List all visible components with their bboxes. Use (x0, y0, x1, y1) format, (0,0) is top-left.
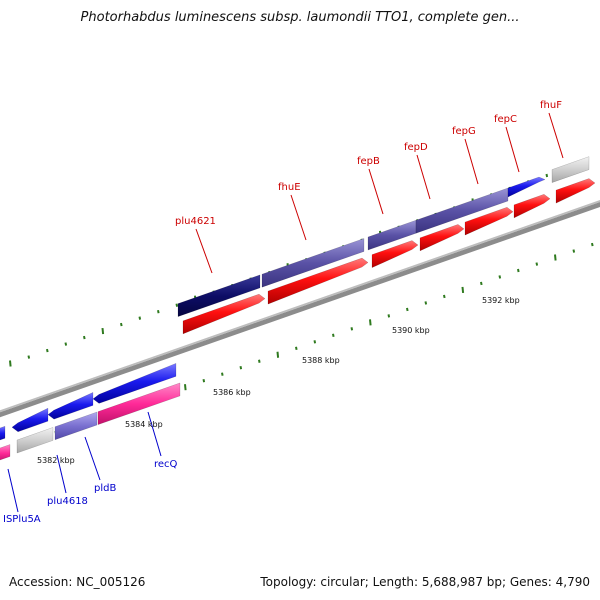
backbone (0, 200, 600, 418)
tick-upper (157, 309, 160, 314)
feature-left-edge (0, 425, 6, 441)
map-title: Photorhabdus luminescens subsp. laumondi… (80, 10, 520, 25)
tick-lower (221, 372, 224, 376)
tick-lower (591, 242, 594, 247)
tick-upper (46, 348, 49, 353)
feature-fepB (371, 240, 419, 269)
tick-lower (554, 254, 557, 261)
tick-lower (350, 327, 354, 331)
gene-label-recQ: recQ (154, 459, 178, 470)
scale-label-5382: 5382 kbp (37, 456, 75, 465)
feature-ISPlu5A (16, 427, 54, 454)
accession-text: Accession: NC_005126 (9, 575, 146, 589)
feature-plu4621 (182, 293, 266, 335)
tick-lower (313, 340, 317, 344)
scale-label-5392: 5392 kbp (482, 296, 520, 305)
tick-lower (239, 366, 243, 370)
feature-pldB (97, 382, 181, 426)
scale-label-5386: 5386 kbp (213, 388, 251, 397)
feature-fhuF-top (551, 156, 590, 183)
feature-fepC-top (507, 176, 546, 198)
tick-upper (120, 322, 123, 327)
tick-lower (406, 307, 409, 312)
gene-features (0, 156, 596, 461)
tick-upper (138, 316, 142, 320)
tick-lower (480, 281, 483, 286)
tick-lower (369, 319, 372, 326)
gene-labels-reverse: ISPlu5A plu4618 pldB recQ (3, 459, 178, 525)
tick-upper (101, 327, 105, 335)
tick-lower (517, 268, 520, 273)
tick-lower (461, 286, 465, 294)
tick-lower (387, 314, 391, 318)
feature-fhuF (555, 178, 596, 204)
feature-fhuE-top (261, 238, 365, 288)
tick-lower (332, 333, 335, 338)
gene-labels-forward: plu4621 fhuE fepB fepD fepG fepC fhuF (175, 100, 562, 227)
feature-fhuE (267, 257, 369, 305)
feature-ISPlu5A-top (11, 407, 49, 433)
tick-lower (276, 351, 280, 358)
feature-fepD (419, 224, 465, 252)
gene-label-fhuF: fhuF (540, 100, 562, 111)
gene-label-fhuE: fhuE (278, 182, 301, 193)
tick-upper (83, 335, 86, 340)
topology-text: Topology: circular; Length: 5,688,987 bp… (260, 575, 590, 589)
scale-label-5390: 5390 kbp (392, 326, 430, 335)
tick-lower (202, 378, 206, 383)
feature-fepG (464, 206, 514, 236)
feature-plu4618 (54, 411, 98, 441)
tick-lower (184, 384, 187, 391)
feature-recQ-top (92, 362, 177, 404)
gene-label-ISPlu5A: ISPlu5A (3, 514, 41, 525)
feature-plu4621-top (177, 274, 261, 317)
scale-label-5384: 5384 kbp (125, 420, 163, 429)
tick-upper (64, 342, 68, 346)
feature-left-pink (0, 444, 11, 461)
tick-lower (498, 275, 502, 279)
gene-label-fepD: fepD (404, 142, 428, 153)
gene-label-fepC: fepC (494, 114, 517, 125)
tick-upper (175, 303, 179, 307)
tick-lower (572, 249, 576, 253)
gene-label-plu4621: plu4621 (175, 216, 216, 227)
gene-label-fepG: fepG (452, 126, 476, 137)
gene-label-pldB: pldB (94, 483, 116, 494)
feature-plu4618-top (47, 392, 94, 420)
tick-upper (27, 355, 31, 359)
feature-fepDG-top (415, 187, 509, 234)
tick-lower (295, 346, 298, 350)
tick-lower (535, 262, 539, 266)
gene-label-plu4618: plu4618 (47, 496, 88, 507)
tick-lower (258, 359, 261, 363)
tick-upper (545, 173, 549, 178)
leader-lines (7, 112, 564, 513)
tick-lower (443, 294, 446, 299)
tick-upper (9, 360, 12, 367)
gene-label-fepB: fepB (357, 156, 380, 167)
feature-fepC (513, 193, 551, 219)
tick-lower (424, 301, 428, 305)
scale-labels: 5382 kbp 5384 kbp 5386 kbp 5388 kbp 5390… (37, 296, 520, 465)
scale-label-5388: 5388 kbp (302, 356, 340, 365)
